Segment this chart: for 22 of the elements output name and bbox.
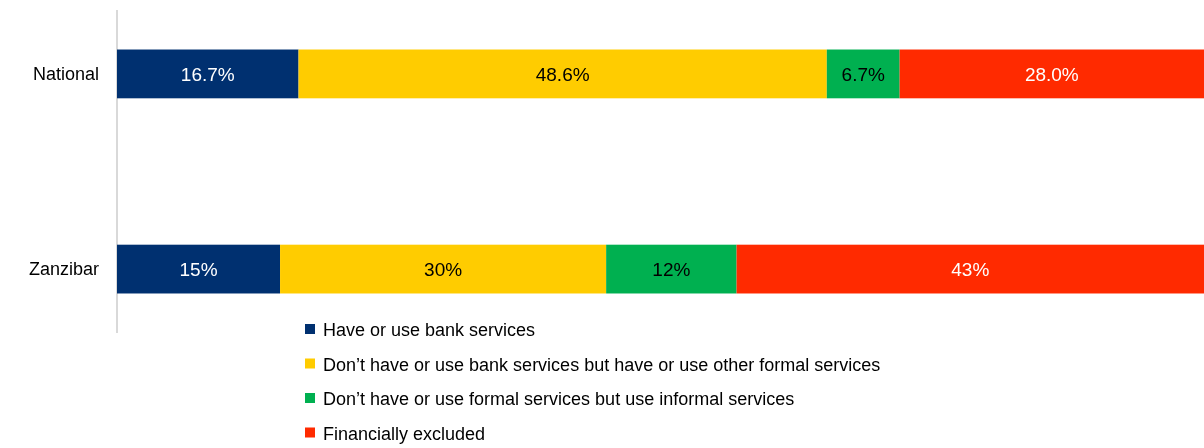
data-label: 43% xyxy=(951,258,990,280)
bar xyxy=(117,244,281,294)
data-label: 30% xyxy=(424,258,463,280)
data-label: 6.7% xyxy=(841,63,885,85)
data-label: 16.7% xyxy=(180,63,235,85)
data-label: 48.6% xyxy=(535,63,590,85)
legend-label: Don’t have or use bank services but have or use other formal services xyxy=(323,354,881,375)
bar xyxy=(899,49,1204,99)
data-label: 28.0% xyxy=(1024,63,1079,85)
bar xyxy=(117,49,299,99)
legend-label: Financially excluded xyxy=(323,423,486,444)
y-tick-label: Zanzibar xyxy=(28,259,100,280)
legend-label: Don’t have or use formal services but use informal services xyxy=(323,389,795,410)
bar xyxy=(826,49,900,99)
legend-label: Have or use bank services xyxy=(323,320,536,341)
bar xyxy=(298,49,827,99)
y-tick-label: National xyxy=(32,64,99,85)
data-label: 15% xyxy=(179,258,218,280)
bar xyxy=(606,244,737,294)
data-label: 12% xyxy=(652,258,691,280)
bar xyxy=(736,244,1204,294)
bar xyxy=(280,244,607,294)
